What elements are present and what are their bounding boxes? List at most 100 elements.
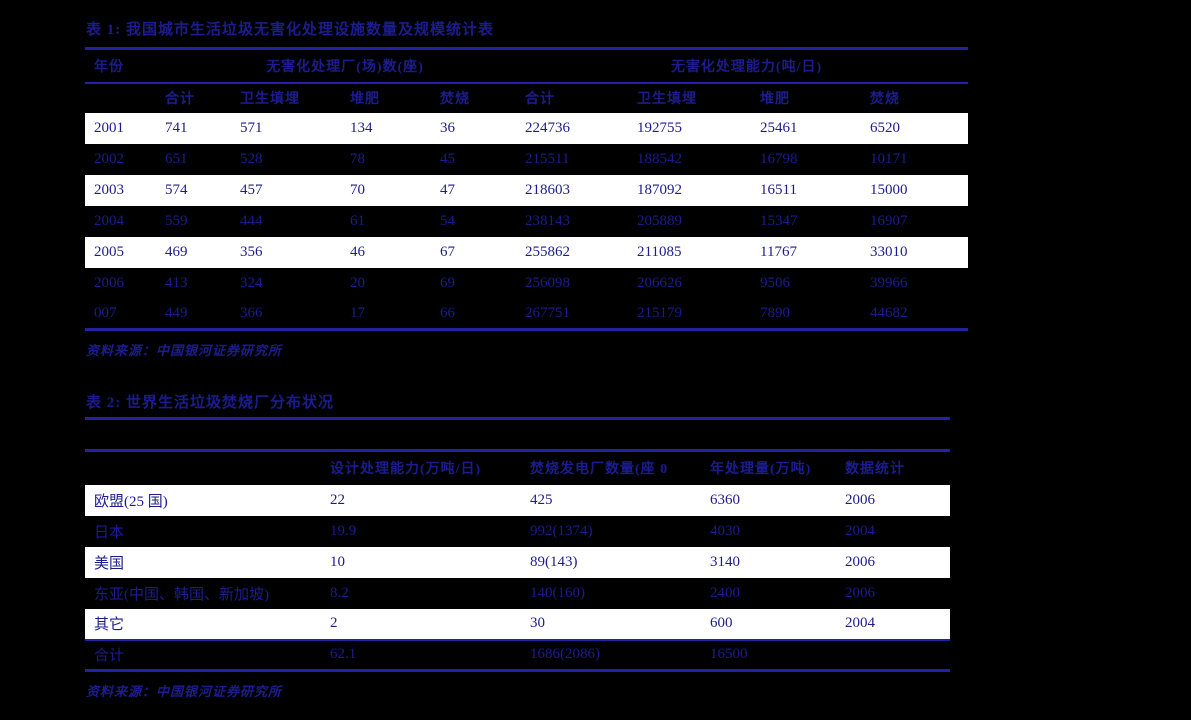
value-cell: 69 bbox=[440, 274, 455, 291]
empty-header-cell bbox=[85, 83, 165, 113]
sub-header: 合计 bbox=[525, 92, 556, 107]
value-cell: 992(1374) bbox=[530, 522, 593, 539]
table1-sub-header-row: 合计 卫生填埋 堆肥 焚烧 合计 卫生填埋 堆肥 焚烧 bbox=[85, 83, 968, 113]
empty-header-cell bbox=[85, 449, 330, 485]
value-cell: 16500 bbox=[710, 638, 845, 672]
value-cell: 140(160) bbox=[530, 584, 585, 601]
value-cell: 206626 bbox=[637, 274, 683, 291]
value-cell: 238143 bbox=[525, 212, 571, 229]
value-cell: 324 bbox=[240, 274, 263, 291]
table-row: 2002 651 528 78 45 215511 188542 16798 1… bbox=[85, 144, 968, 175]
value-cell: 2004 bbox=[845, 615, 875, 631]
value-cell: 33010 bbox=[870, 243, 908, 260]
value-cell: 134 bbox=[350, 119, 373, 136]
value-cell: 457 bbox=[240, 181, 263, 198]
value-cell: 16511 bbox=[760, 181, 797, 198]
value-cell bbox=[845, 638, 950, 672]
sub-header: 焚烧 bbox=[440, 92, 470, 107]
table2-header-row: 设计处理能力(万吨/日) 焚烧发电厂数量(座 0 年处理量(万吨) 数据统计 bbox=[85, 449, 950, 485]
value-cell: 39966 bbox=[870, 274, 908, 291]
value-cell: 47 bbox=[440, 181, 455, 198]
sub-header: 堆肥 bbox=[350, 92, 380, 107]
table2: 设计处理能力(万吨/日) 焚烧发电厂数量(座 0 年处理量(万吨) 数据统计 欧… bbox=[85, 449, 950, 672]
year-cell: 2006 bbox=[94, 274, 124, 291]
year-column-header: 年份 bbox=[85, 47, 165, 84]
value-cell: 67 bbox=[440, 243, 455, 260]
region-cell: 其它 bbox=[94, 617, 125, 633]
value-cell: 22 bbox=[330, 491, 345, 508]
value-cell: 89(143) bbox=[530, 553, 578, 570]
year-cell: 2005 bbox=[94, 243, 124, 260]
value-cell: 16798 bbox=[760, 150, 798, 167]
value-cell: 36 bbox=[440, 119, 455, 136]
column-header: 数据统计 bbox=[845, 449, 950, 485]
table1-section: 表 1: 我国城市生活垃圾无害化处理设施数量及规模统计表 年份 无害化处理厂(场… bbox=[85, 20, 969, 359]
value-cell: 30 bbox=[530, 615, 545, 631]
value-cell: 211085 bbox=[637, 243, 682, 260]
table-row: 欧盟(25 国) 22 425 6360 2006 bbox=[85, 484, 950, 516]
value-cell: 8.2 bbox=[330, 584, 349, 601]
value-cell: 2400 bbox=[710, 584, 740, 601]
value-cell: 11767 bbox=[760, 243, 797, 260]
table-row: 其它 2 30 600 2004 bbox=[85, 608, 950, 640]
value-cell: 574 bbox=[165, 181, 188, 198]
value-cell: 255862 bbox=[525, 243, 571, 260]
table1-group-header-row: 年份 无害化处理厂(场)数(座) 无害化处理能力(吨/日) bbox=[85, 47, 969, 84]
table-row: 东亚(中国、韩国、新加坡) 8.2 140(160) 2400 2006 bbox=[85, 578, 950, 609]
value-cell: 2 bbox=[330, 615, 338, 631]
total-row: 合计 62.1 1686(2086) 16500 bbox=[85, 638, 950, 672]
region-cell: 合计 bbox=[85, 638, 330, 672]
value-cell: 20 bbox=[350, 274, 365, 291]
year-cell: 2003 bbox=[94, 181, 124, 198]
value-cell: 16907 bbox=[870, 212, 908, 229]
value-cell: 559 bbox=[165, 212, 188, 229]
value-cell: 413 bbox=[165, 274, 188, 291]
value-cell: 66 bbox=[440, 298, 526, 331]
value-cell: 425 bbox=[530, 491, 553, 508]
sub-header: 合计 bbox=[165, 92, 195, 107]
value-cell: 2006 bbox=[845, 553, 875, 570]
value-cell: 224736 bbox=[525, 119, 571, 136]
value-cell: 46 bbox=[350, 243, 365, 260]
value-cell: 9506 bbox=[760, 274, 791, 291]
value-cell: 215179 bbox=[637, 298, 761, 331]
value-cell: 469 bbox=[165, 243, 188, 260]
value-cell: 2004 bbox=[845, 522, 875, 539]
year-cell: 2002 bbox=[94, 150, 124, 167]
table-row: 日本 19.9 992(1374) 4030 2004 bbox=[85, 516, 950, 547]
value-cell: 215511 bbox=[525, 150, 570, 167]
value-cell: 15000 bbox=[870, 181, 908, 198]
table1-title: 表 1: 我国城市生活垃圾无害化处理设施数量及规模统计表 bbox=[86, 22, 494, 38]
value-cell: 6360 bbox=[710, 491, 740, 508]
year-cell: 2004 bbox=[94, 212, 124, 229]
value-cell: 192755 bbox=[637, 119, 683, 136]
value-cell: 3140 bbox=[710, 553, 740, 570]
table2-section: 表 2: 世界生活垃圾焚烧厂分布状况 设计处理能力(万吨/日) 焚烧发电厂数量(… bbox=[85, 393, 950, 700]
sub-header: 卫生填埋 bbox=[240, 92, 300, 107]
region-cell: 东亚(中国、韩国、新加坡) bbox=[94, 586, 269, 603]
value-cell: 4030 bbox=[710, 522, 740, 539]
value-cell: 6520 bbox=[870, 119, 901, 136]
value-cell: 17 bbox=[350, 298, 440, 331]
value-cell: 218603 bbox=[525, 181, 571, 198]
value-cell: 7890 bbox=[760, 298, 871, 331]
value-cell: 187092 bbox=[637, 181, 683, 198]
sub-header: 堆肥 bbox=[760, 92, 791, 107]
year-cell: 2001 bbox=[94, 119, 124, 136]
value-cell: 15347 bbox=[760, 212, 798, 229]
title-underline-rule bbox=[85, 417, 950, 420]
table-row: 美国 10 89(143) 3140 2006 bbox=[85, 546, 950, 578]
table1-source: 资料来源：中国银河证券研究所 bbox=[86, 343, 283, 358]
value-cell: 10 bbox=[330, 553, 345, 570]
value-cell: 444 bbox=[240, 212, 263, 229]
value-cell: 256098 bbox=[525, 274, 571, 291]
value-cell: 25461 bbox=[760, 119, 798, 136]
value-cell: 205889 bbox=[637, 212, 683, 229]
value-cell: 571 bbox=[240, 119, 263, 136]
value-cell: 188542 bbox=[637, 150, 683, 167]
value-cell: 741 bbox=[165, 119, 188, 136]
value-cell: 267751 bbox=[525, 298, 638, 331]
value-cell: 45 bbox=[440, 150, 455, 167]
value-cell: 78 bbox=[350, 150, 365, 167]
table1: 年份 无害化处理厂(场)数(座) 无害化处理能力(吨/日) 合计 卫生填埋 堆肥… bbox=[85, 47, 969, 331]
